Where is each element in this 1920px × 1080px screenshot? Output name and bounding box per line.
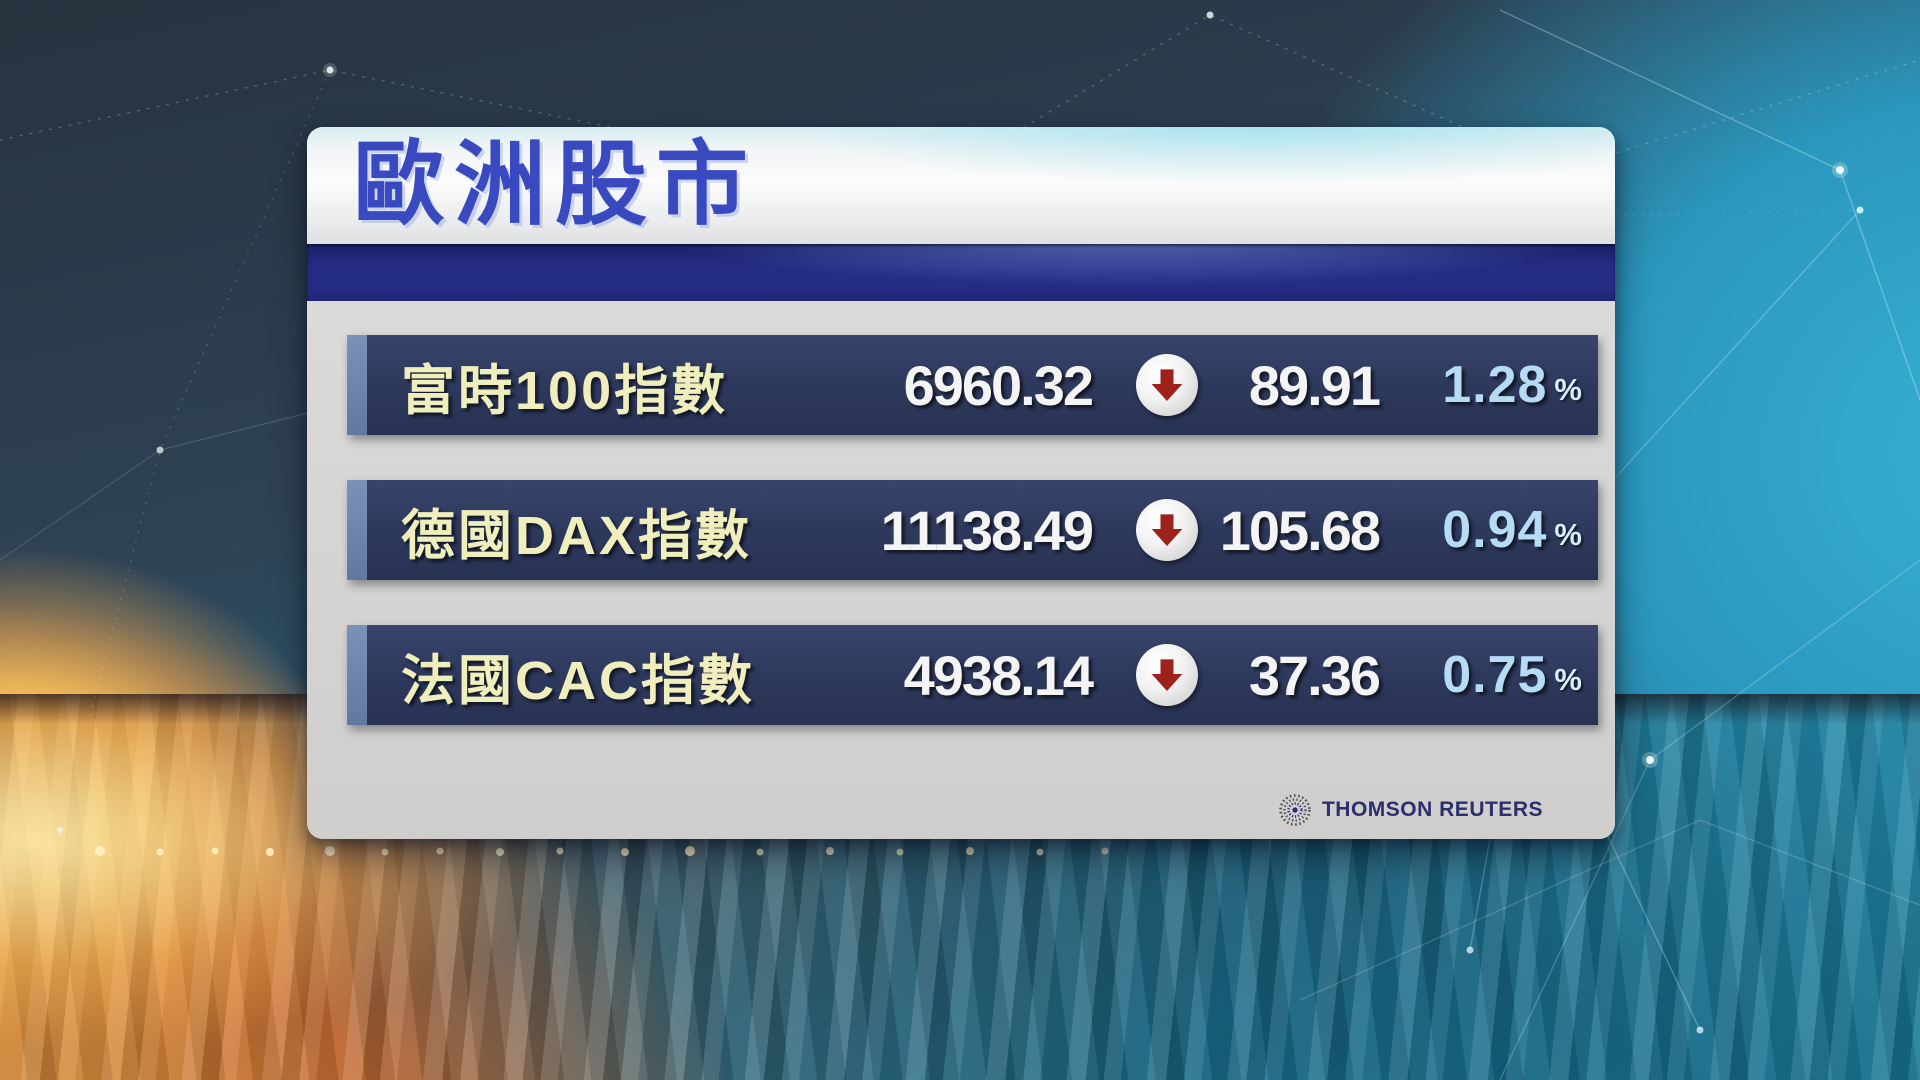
index-change-percent: 0.94 % (1442, 480, 1582, 580)
index-row-cac: 法國CAC指數 4938.14 37.36 0.75 % (347, 625, 1598, 725)
percent-number: 1.28 (1442, 356, 1548, 414)
index-change-percent: 0.75 % (1442, 625, 1582, 725)
index-row-ftse100: 富時100指數 6960.32 89.91 1.28 % (347, 335, 1598, 435)
card-body: 富時100指數 6960.32 89.91 1.28 % 德國DAX指數 111… (307, 301, 1615, 839)
percent-sign: % (1554, 372, 1582, 407)
page-title: 歐洲股市 (353, 134, 758, 236)
index-last-value: 11138.49 (880, 498, 1094, 562)
index-name: 富時100指數 (401, 360, 729, 421)
down-arrow-icon (1136, 354, 1198, 416)
index-change-value: 89.91 (1248, 353, 1381, 417)
percent-sign: % (1554, 662, 1582, 697)
down-arrow-icon (1136, 644, 1198, 706)
card-title-bar: 歐洲股市 (307, 127, 1615, 244)
index-name: 法國CAC指數 (401, 650, 755, 711)
index-row-dax: 德國DAX指數 11138.49 105.68 0.94 % (347, 480, 1598, 580)
row-accent-bar (347, 625, 367, 725)
percent-number: 0.94 (1442, 501, 1548, 559)
index-change-value: 37.36 (1248, 643, 1381, 707)
row-accent-bar (347, 480, 367, 580)
down-arrow-icon (1136, 499, 1198, 561)
row-accent-bar (347, 335, 367, 435)
market-data-card: 歐洲股市 富時100指數 6960.32 89.91 1.28 % 德國DAX指… (307, 127, 1615, 839)
index-last-value: 4938.14 (903, 643, 1094, 707)
percent-number: 0.75 (1442, 646, 1548, 704)
index-change-value: 105.68 (1219, 498, 1381, 562)
index-change-percent: 1.28 % (1442, 335, 1582, 435)
source-label: THOMSON REUTERS (1321, 798, 1543, 821)
title-divider-bar (307, 244, 1615, 301)
index-last-value: 6960.32 (903, 353, 1094, 417)
thomson-reuters-logo-icon (1279, 794, 1311, 826)
index-name: 德國DAX指數 (401, 505, 753, 566)
percent-sign: % (1554, 517, 1582, 552)
data-source: THOMSON REUTERS (1278, 793, 1543, 827)
